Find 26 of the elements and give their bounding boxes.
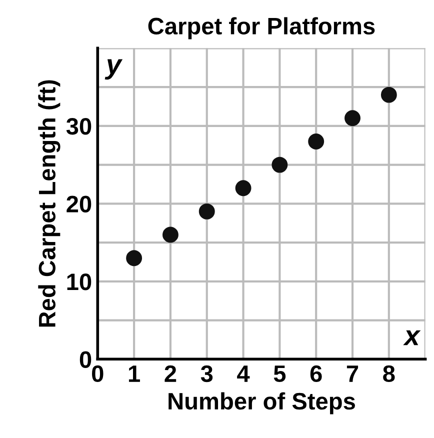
point: [272, 156, 288, 173]
point: [126, 250, 142, 266]
point: [308, 133, 324, 150]
y-tick-label: 0: [80, 351, 92, 368]
x-tick-label: 7: [346, 366, 358, 382]
annotation: x: [403, 330, 421, 346]
point: [235, 180, 252, 196]
x-tick-label: 4: [237, 366, 250, 382]
x-tick-label: 3: [200, 365, 213, 382]
point: [198, 203, 215, 220]
y-tick-label: 30: [66, 118, 92, 135]
y-tick-label: 10: [67, 273, 92, 290]
x-tick-label: 8: [383, 365, 395, 382]
point: [380, 86, 397, 103]
y-axis-title: Red Carpet Length (ft): [38, 80, 60, 327]
y-tick-label: 20: [66, 196, 92, 212]
x-tick-label: 6: [310, 365, 322, 382]
x-axis-title: Number of Steps: [168, 392, 355, 414]
x-tick-label: 1: [128, 366, 140, 382]
point: [344, 110, 360, 126]
annotation: y: [104, 59, 123, 80]
x-tick-label: 0: [92, 365, 104, 382]
point: [162, 226, 178, 243]
chart-title: Carpet for Platforms: [148, 17, 375, 40]
x-tick-label: 2: [164, 365, 176, 382]
x-tick-label: 5: [274, 366, 286, 382]
